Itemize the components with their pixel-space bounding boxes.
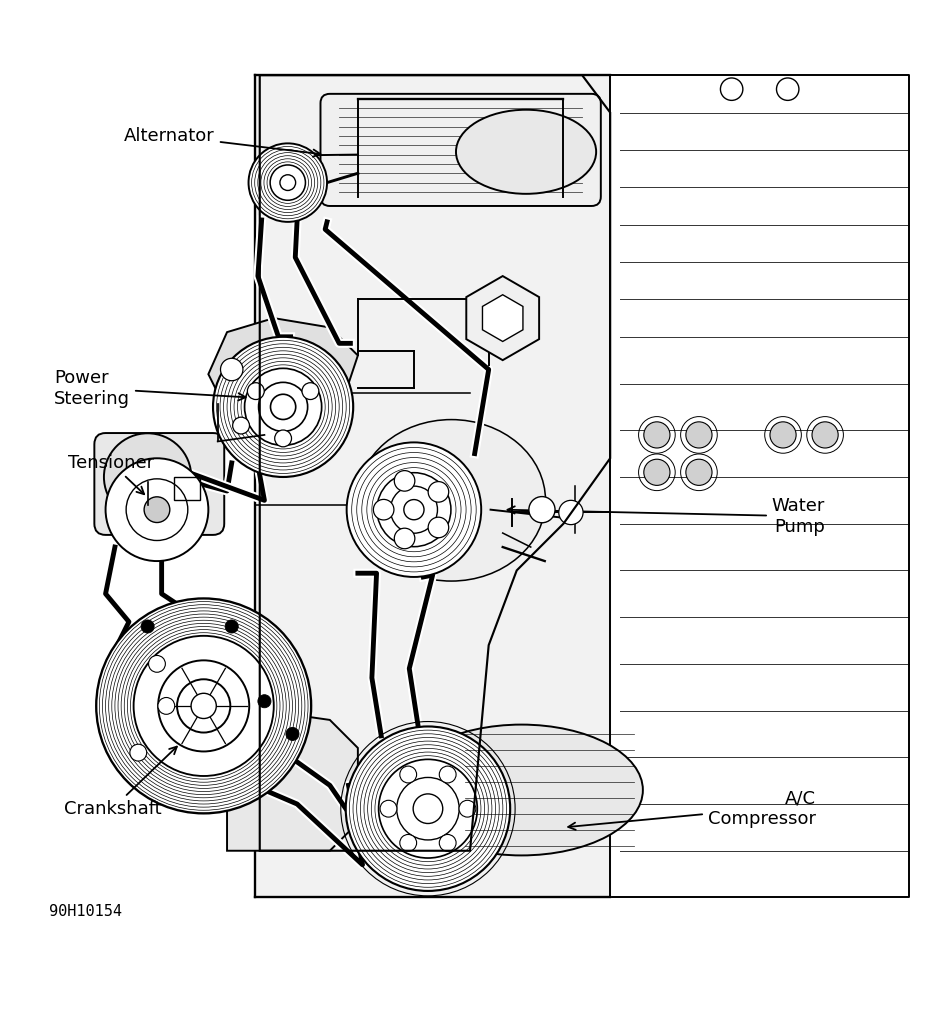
Circle shape [226,620,238,633]
Circle shape [380,800,397,817]
Circle shape [686,460,712,486]
Circle shape [96,599,311,813]
Text: Power
Steering: Power Steering [55,369,245,408]
Circle shape [346,726,510,891]
Text: Water
Pump: Water Pump [508,497,825,535]
Circle shape [428,482,448,502]
Circle shape [414,794,443,823]
Circle shape [133,636,274,776]
Polygon shape [255,75,909,898]
Ellipse shape [456,110,596,194]
Circle shape [258,695,271,708]
Circle shape [400,767,416,783]
Circle shape [404,500,424,520]
Polygon shape [227,711,358,850]
Circle shape [274,430,291,446]
Circle shape [248,143,327,222]
Circle shape [686,422,712,448]
Circle shape [141,620,154,633]
Text: Alternator: Alternator [124,127,321,157]
Circle shape [529,497,555,523]
Circle shape [149,655,165,673]
Circle shape [233,417,249,434]
Text: A/C
Compressor: A/C Compressor [568,789,816,830]
Circle shape [104,433,192,520]
Text: Crankshaft: Crankshaft [64,746,177,818]
Circle shape [770,422,796,448]
Ellipse shape [357,419,545,581]
Circle shape [105,459,209,562]
Circle shape [247,383,264,400]
Circle shape [644,460,670,486]
Circle shape [221,359,243,381]
Polygon shape [255,75,610,898]
Circle shape [439,767,456,783]
Circle shape [158,698,175,714]
Ellipse shape [400,724,643,855]
Circle shape [144,497,170,522]
Circle shape [644,422,670,448]
FancyBboxPatch shape [94,433,225,535]
Polygon shape [466,276,540,361]
Circle shape [400,834,416,851]
Polygon shape [255,75,610,898]
Text: 90H10154: 90H10154 [50,904,122,919]
Bar [174,477,200,500]
Circle shape [270,165,306,200]
Circle shape [244,369,321,445]
Circle shape [280,175,296,191]
FancyBboxPatch shape [321,94,601,206]
Circle shape [379,760,478,858]
Circle shape [439,834,456,851]
Circle shape [459,800,476,817]
Polygon shape [209,318,358,421]
Circle shape [347,442,481,577]
Circle shape [428,517,448,537]
Circle shape [394,528,415,548]
Circle shape [191,693,216,718]
Circle shape [373,499,394,520]
Circle shape [213,336,353,477]
Circle shape [812,422,838,448]
Polygon shape [482,295,523,341]
Circle shape [130,744,147,762]
Circle shape [558,500,583,524]
Circle shape [377,473,451,546]
Circle shape [394,471,415,491]
Circle shape [302,383,319,400]
Circle shape [286,727,299,740]
Text: Tensioner: Tensioner [69,453,154,494]
